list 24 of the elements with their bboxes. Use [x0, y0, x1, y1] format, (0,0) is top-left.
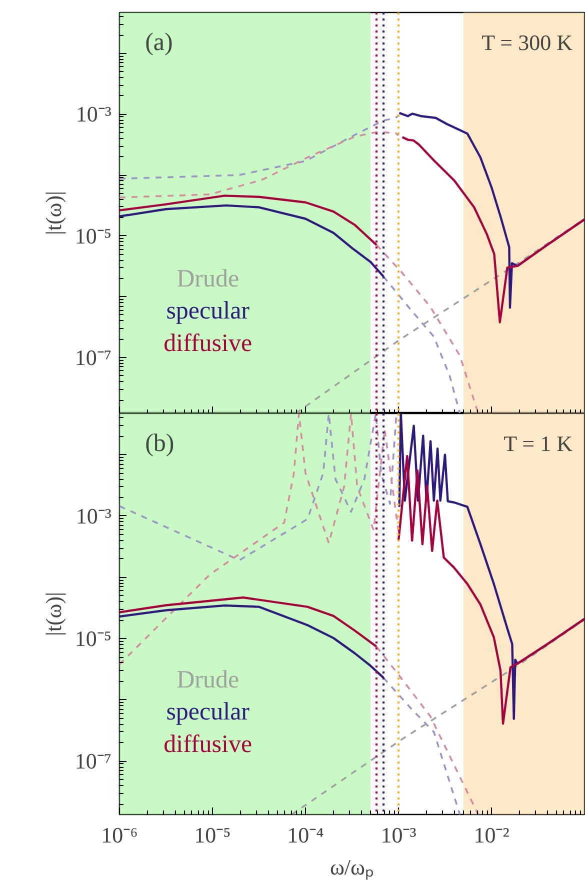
y-tick-label: 10⁻³: [76, 102, 112, 127]
x-tick-label: 10⁻⁶: [101, 822, 138, 848]
y-tick-label: 10⁻⁷: [74, 748, 112, 774]
y-axis-title: |t(ω)|: [40, 592, 66, 636]
annotation: (a): [145, 29, 173, 56]
annotation: (b): [145, 430, 174, 458]
text: diffusive: [164, 330, 252, 357]
text: Drude: [176, 266, 240, 293]
text: Drude: [176, 666, 240, 694]
y-axis-title: |t(ω)|: [40, 190, 66, 236]
y-tick-label: 10⁻⁷: [74, 344, 112, 370]
x-tick-label: 10⁻⁵: [194, 822, 231, 848]
annotation: T = 1 K: [504, 431, 573, 456]
y-tick-label: 10⁻³: [76, 503, 112, 528]
text: specular: [166, 298, 250, 325]
x-tick-label: 10⁻³: [380, 822, 417, 848]
annotation: T = 300 K: [482, 30, 573, 56]
y-tick-label: 10⁻⁵: [74, 626, 112, 652]
y-tick-label: 10⁻⁵: [74, 223, 112, 248]
text: specular: [166, 698, 250, 726]
x-tick-label: 10⁻⁴: [287, 822, 324, 848]
x-tick-label: 10⁻²: [474, 822, 510, 848]
x-axis-title: ω/ωₚ: [330, 854, 374, 880]
text: diffusive: [164, 730, 252, 758]
